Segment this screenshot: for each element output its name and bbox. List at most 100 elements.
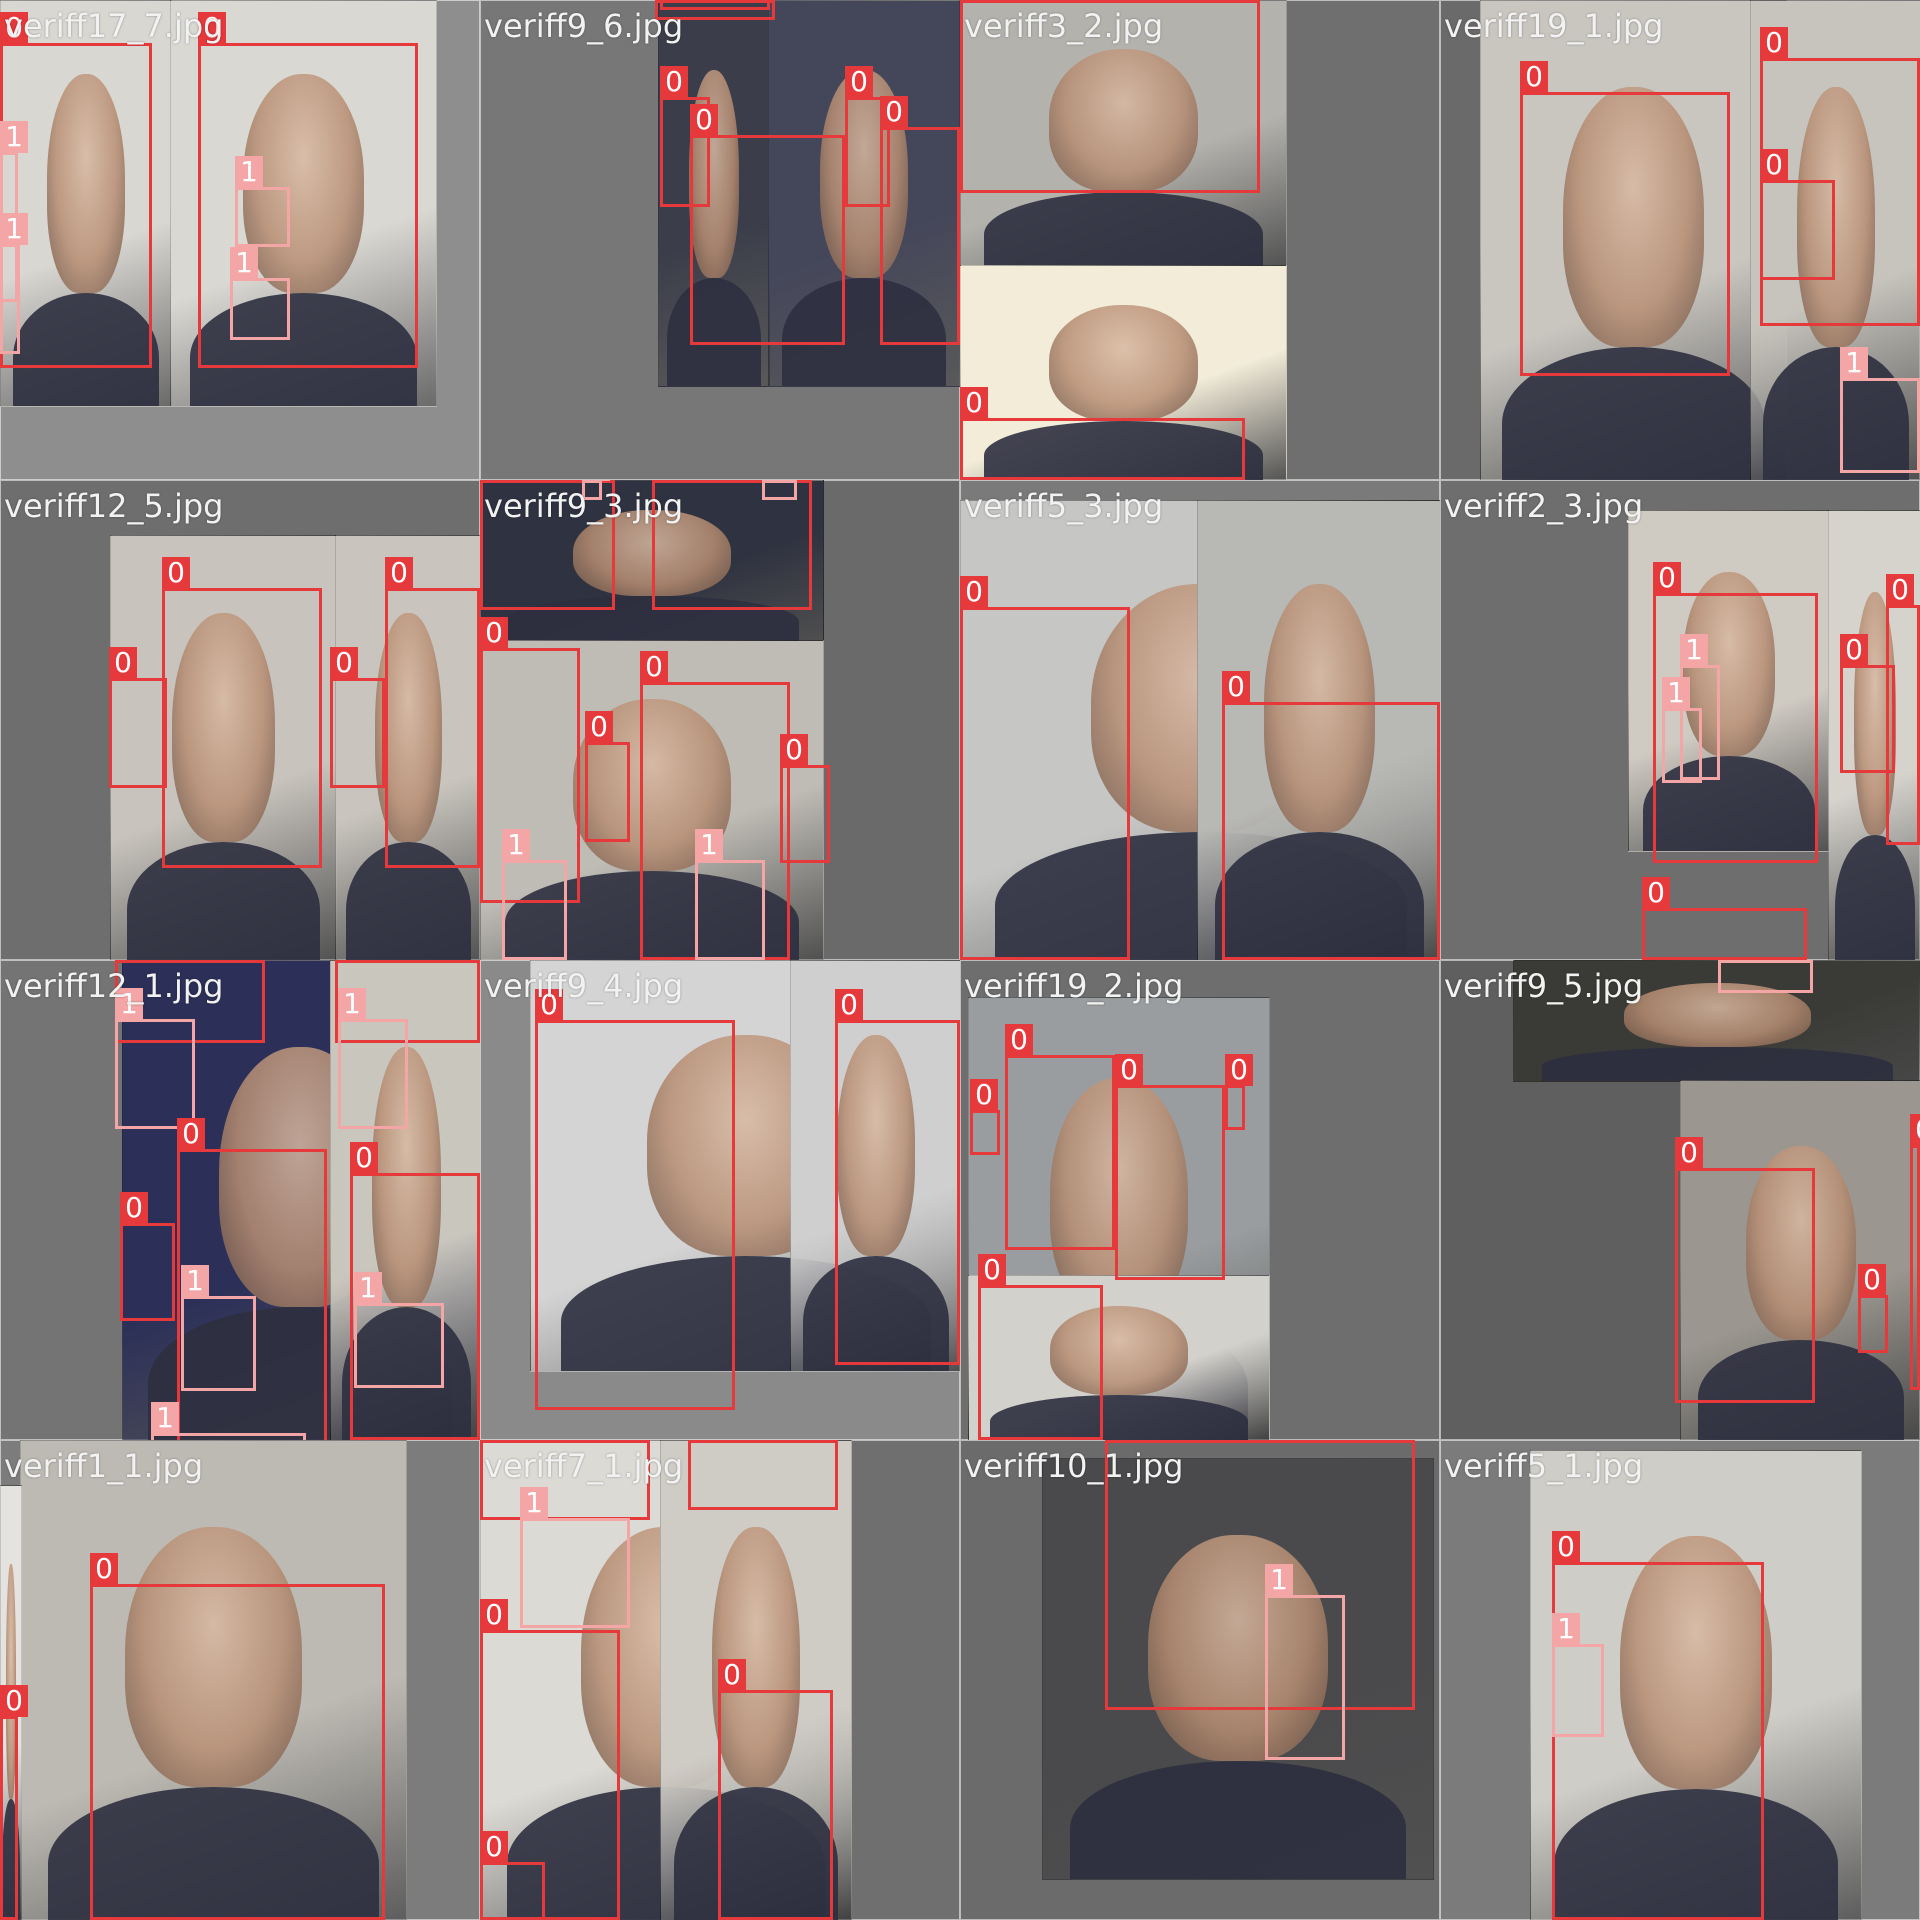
detection-box: 0 (350, 1142, 480, 1440)
detection-box: 0 (1653, 562, 1818, 863)
detection-box: 0 (0, 12, 152, 368)
detection-box: 0 (1675, 1137, 1815, 1403)
tile-filename: veriff10_1.jpg (964, 1447, 1184, 1485)
face-shape (171, 612, 276, 842)
detection-box: 0 (1005, 1024, 1115, 1250)
detection-box: 0 (120, 1192, 175, 1321)
tile-filename: veriff12_5.jpg (4, 487, 224, 525)
detection-class-label: 0 (115, 960, 143, 961)
detection-class-label: 0 (335, 960, 363, 961)
detection-class-label: 0 (845, 66, 873, 98)
mosaic-tile: 0 1 veriff5_1.jpg (1440, 1440, 1920, 1920)
mosaic-tile: 0 0 veriff3_2.jpg (960, 0, 1440, 480)
mosaic-tile: 1 0 0 0 veriff9_5.jpg (1440, 960, 1920, 1440)
detection-class-label: 1 (1265, 1564, 1293, 1596)
detection-box: 0 (1886, 574, 1920, 845)
detection-class-label: 1 (502, 829, 530, 861)
tile-filename: veriff1_1.jpg (4, 1447, 204, 1485)
detection-class-label: 0 (978, 1254, 1006, 1286)
detection-box: 0 (535, 989, 735, 1410)
person-body (12, 292, 160, 406)
detection-class-label: 0 (1760, 27, 1788, 59)
person-body (504, 871, 800, 960)
detection-class-label: 0 (1105, 1440, 1133, 1441)
detection-box: 0 (585, 711, 630, 842)
detection-class-label: 0 (718, 1659, 746, 1691)
detection-box: 0 (1222, 671, 1440, 960)
tile-filename: veriff19_1.jpg (1444, 7, 1664, 45)
detection-class-label: 0 (480, 480, 508, 481)
detection-box: 0 (1115, 1054, 1225, 1280)
face-shape (712, 1527, 800, 1787)
tile-filename: veriff17_7.jpg (4, 7, 224, 45)
person-body (990, 1394, 1248, 1440)
detection-class-label: 0 (385, 557, 413, 589)
detection-class-label: 0 (480, 617, 508, 649)
person-body (1502, 346, 1765, 480)
face-shape (124, 1527, 303, 1787)
face-photo (960, 265, 1287, 480)
detection-box: 0 (690, 104, 845, 345)
detection-box: 0 (1642, 877, 1807, 960)
detection-box: 0 (660, 66, 710, 207)
face-photo (335, 535, 480, 960)
detection-box: 0 (1760, 149, 1835, 280)
detection-box: 0 (688, 1440, 838, 1510)
detection-box: 1 (235, 156, 290, 247)
person-body (1643, 755, 1815, 851)
face-shape (573, 509, 731, 597)
detection-class-label: 0 (162, 557, 190, 589)
face-shape (1853, 592, 1897, 835)
detection-class-label: 0 (880, 96, 908, 128)
detection-class-label: 0 (1552, 1531, 1580, 1563)
detection-box: 1 (1662, 677, 1702, 783)
person-body (1215, 832, 1424, 960)
detection-class-label: 0 (109, 647, 137, 679)
detection-box: 1 (230, 247, 290, 340)
detection-class-label: 1 (1840, 347, 1868, 379)
detection-box: 0 (330, 647, 385, 788)
detection-box: 0 (1552, 1531, 1764, 1920)
detection-box: 0 (660, 0, 770, 10)
face-shape (1263, 583, 1376, 833)
mosaic-tile: 0101000011veriff9_3.jpg (480, 480, 960, 960)
detection-box: 0 (960, 387, 1245, 480)
detection-class-label: 0 (0, 12, 28, 44)
detection-class-label: 1 (115, 988, 143, 1020)
detection-class-label: 0 (660, 0, 688, 1)
tile-filename: veriff5_1.jpg (1444, 1447, 1644, 1485)
person-body (1070, 1761, 1406, 1879)
person-body (47, 1786, 380, 1920)
detection-class-label: 0 (960, 0, 988, 1)
detection-class-label: 0 (535, 989, 563, 1021)
face-shape (1623, 982, 1812, 1048)
detection-box: 0 (480, 617, 580, 903)
face-shape (1563, 87, 1704, 347)
person-body (189, 292, 418, 406)
detection-class-label: 1 (520, 1487, 548, 1519)
person-body (782, 278, 946, 386)
detection-box: 0 (718, 1659, 833, 1920)
face-shape (1050, 1305, 1188, 1395)
tile-filename: veriff9_3.jpg (484, 487, 684, 525)
detection-class-label: 1 (1680, 634, 1708, 666)
mosaic-tile: 0 0 veriff5_3.jpg (960, 480, 1440, 960)
detection-class-label: 0 (1005, 1024, 1033, 1056)
detection-box: 0 (970, 1079, 1000, 1155)
detection-class-label: 0 (1115, 1054, 1143, 1086)
detection-box: 0 (480, 1831, 545, 1920)
face-shape (6, 1564, 16, 1800)
detection-box: 1 (520, 1487, 630, 1628)
detection-class-label: 1 (151, 1402, 179, 1434)
detection-box: 0 (960, 576, 1130, 960)
face-shape (1745, 1145, 1857, 1341)
face-photo (1680, 1080, 1920, 1440)
person-body (341, 1306, 471, 1440)
detection-box: 1 (115, 988, 195, 1129)
face-photo (330, 960, 480, 1440)
tile-filename: veriff7_1.jpg (484, 1447, 684, 1485)
detection-box: 0 (0, 1685, 28, 1920)
detection-class-label: 0 (480, 1831, 508, 1863)
detection-class-label: 0 (780, 734, 808, 766)
tile-filename: veriff2_3.jpg (1444, 487, 1644, 525)
